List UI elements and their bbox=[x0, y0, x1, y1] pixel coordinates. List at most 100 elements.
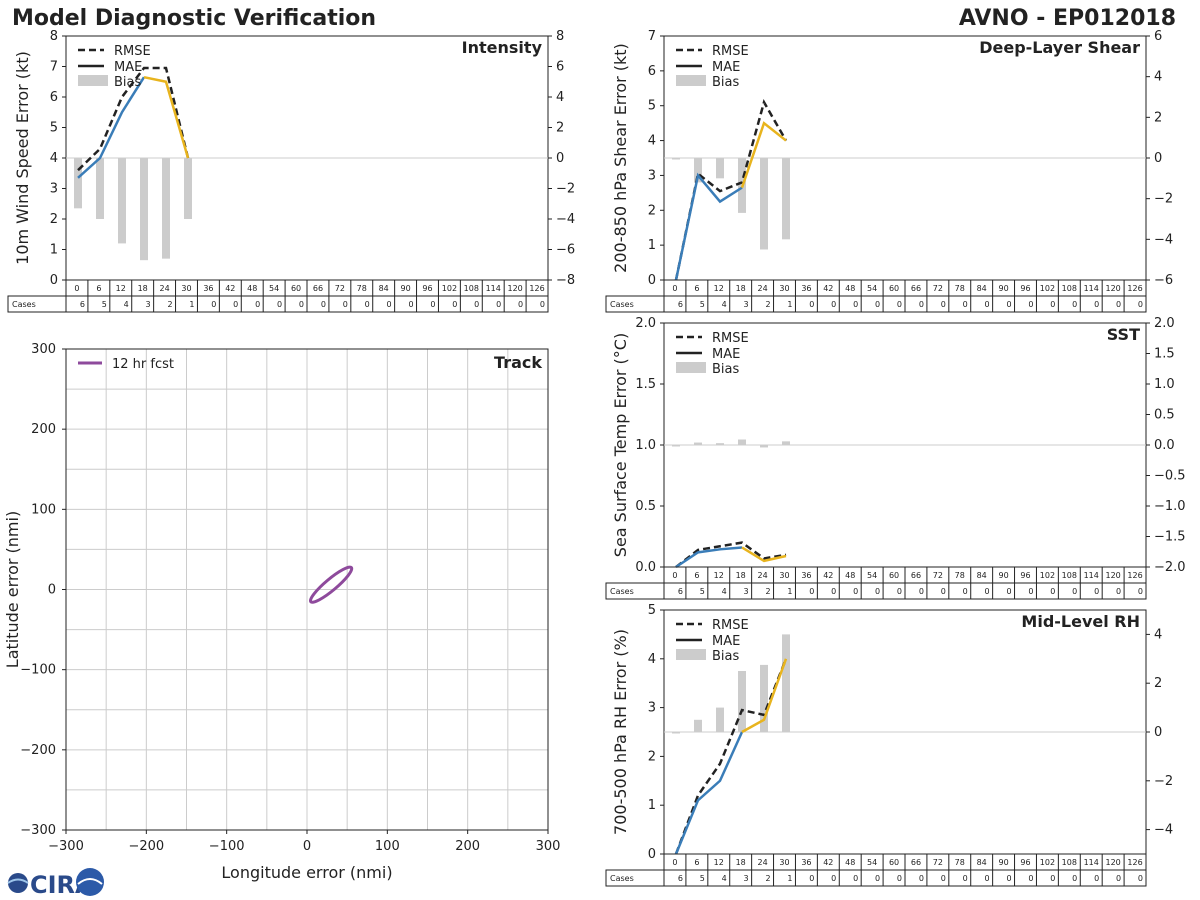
intensity-cases-count: 0 bbox=[299, 300, 304, 309]
intensity-lead-time: 0 bbox=[74, 284, 79, 293]
track-panel: −300 −200 −100 0 100 200 300 −300 −200 −100 0 100 20… bbox=[3, 342, 560, 882]
shear-cases-label: Cases bbox=[610, 300, 634, 309]
rh-cases-count: 2 bbox=[765, 874, 770, 883]
shear-legend-rmse-label: RMSE bbox=[712, 44, 749, 59]
rh-legend-mae-label: MAE bbox=[712, 634, 740, 649]
rh-cases-count: 1 bbox=[787, 874, 792, 883]
sst-y2tick-label: −0.5 bbox=[1154, 469, 1186, 484]
shear-cases-count: 0 bbox=[831, 300, 836, 309]
shear-lead-time: 18 bbox=[736, 284, 746, 293]
intensity-cases-label: Cases bbox=[12, 300, 36, 309]
sst-cases-count: 0 bbox=[1028, 587, 1033, 596]
shear-ytick-label: 0 bbox=[648, 273, 656, 288]
sst-cases-count: 0 bbox=[941, 587, 946, 596]
shear-cases-count: 0 bbox=[1072, 300, 1077, 309]
sst-cases-label-cell bbox=[605, 582, 665, 600]
sst-lead-time: 66 bbox=[911, 571, 921, 580]
sst-ylabel: Sea Surface Temp Error (°C) bbox=[611, 333, 630, 557]
sst-mae-line-late bbox=[741, 546, 787, 563]
cira-logo-badge-wave-icon bbox=[77, 878, 103, 885]
intensity-lead-time: 108 bbox=[464, 284, 479, 293]
shear-cases-count: 0 bbox=[853, 300, 858, 309]
rh-ytick-label: 0 bbox=[648, 847, 656, 862]
sst-ytick-label: 1.5 bbox=[635, 377, 656, 392]
sst-y2tick-label: 0.5 bbox=[1154, 408, 1175, 423]
rh-legend-rmse-label: RMSE bbox=[712, 618, 749, 633]
sst-y2tick-label: 1.5 bbox=[1154, 347, 1175, 362]
intensity-cases-count: 0 bbox=[518, 300, 523, 309]
shear-lead-time: 96 bbox=[1020, 284, 1030, 293]
sst-cases-count: 0 bbox=[897, 587, 902, 596]
sst-lead-time: 102 bbox=[1040, 571, 1055, 580]
shear-lead-time: 108 bbox=[1062, 284, 1077, 293]
track-ytick-label: 100 bbox=[31, 502, 56, 517]
intensity-lead-time: 78 bbox=[357, 284, 367, 293]
sst-cases-count: 0 bbox=[1116, 587, 1121, 596]
intensity-cases-count: 0 bbox=[365, 300, 370, 309]
intensity-cases-count: 0 bbox=[540, 300, 545, 309]
rh-y2tick-label: −4 bbox=[1154, 823, 1173, 838]
shear-lead-time: 126 bbox=[1127, 284, 1142, 293]
cira-logo-badge-icon bbox=[76, 868, 104, 896]
rh-lead-time: 60 bbox=[889, 858, 899, 867]
shear-lead-time: 0 bbox=[672, 284, 677, 293]
shear-lead-time: 30 bbox=[779, 284, 789, 293]
shear-ytick-label: 3 bbox=[648, 168, 656, 183]
track-xtick-label: −200 bbox=[128, 839, 164, 854]
intensity-y2tick-label: 0 bbox=[556, 151, 564, 166]
intensity-cases-count: 5 bbox=[102, 300, 107, 309]
track-xlabel: Longitude error (nmi) bbox=[221, 863, 392, 882]
sst-bias-bar bbox=[672, 445, 680, 447]
sst-legend-bias-swatch bbox=[676, 362, 706, 373]
rh-cases-count: 5 bbox=[700, 874, 705, 883]
intensity-lead-time: 96 bbox=[422, 284, 432, 293]
rh-bias-bar bbox=[716, 707, 724, 732]
intensity-lead-time: 66 bbox=[313, 284, 323, 293]
rh-ytick-label: 4 bbox=[648, 652, 656, 667]
rh-ylabel: 700-500 hPa RH Error (%) bbox=[611, 629, 630, 835]
sst-cases-count: 4 bbox=[722, 587, 727, 596]
intensity-lead-time: 90 bbox=[400, 284, 410, 293]
intensity-lead-time: 18 bbox=[138, 284, 148, 293]
shear-lead-time: 114 bbox=[1084, 284, 1099, 293]
sst-cases-count: 0 bbox=[831, 587, 836, 596]
shear-lead-time: 120 bbox=[1105, 284, 1120, 293]
intensity-bias-bar bbox=[184, 158, 192, 219]
shear-lead-time: 90 bbox=[998, 284, 1008, 293]
intensity-y2tick-label: 6 bbox=[556, 60, 564, 75]
shear-lead-time: 60 bbox=[889, 284, 899, 293]
sst-title: SST bbox=[1107, 325, 1140, 344]
track-xtick-label: 100 bbox=[375, 839, 400, 854]
sst-y2tick-label: −2.0 bbox=[1154, 560, 1186, 575]
sst-cases-count: 6 bbox=[678, 587, 683, 596]
intensity-lead-time: 120 bbox=[507, 284, 522, 293]
shear-ytick-label: 4 bbox=[648, 134, 656, 149]
shear-bias-bar bbox=[760, 158, 768, 250]
rh-rmse-line bbox=[674, 658, 788, 855]
rh-lead-time: 72 bbox=[933, 858, 943, 867]
track-xtick-label: −100 bbox=[209, 839, 245, 854]
intensity-cases-count: 0 bbox=[233, 300, 238, 309]
intensity-ytick-label: 8 bbox=[50, 29, 58, 44]
intensity-cases-count: 4 bbox=[124, 300, 129, 309]
rh-bias-bar bbox=[782, 634, 790, 732]
sst-ytick-label: 0.5 bbox=[635, 499, 656, 514]
rh-lead-time: 24 bbox=[757, 858, 767, 867]
sst-bias-bar bbox=[738, 439, 746, 445]
shear-ytick-label: 1 bbox=[648, 238, 656, 253]
track-xtick-label: −300 bbox=[48, 839, 84, 854]
rh-cases-label-cell bbox=[605, 869, 665, 887]
intensity-cases-count: 0 bbox=[496, 300, 501, 309]
shear-ytick-label: 7 bbox=[648, 29, 656, 44]
rh-bias-bar bbox=[694, 719, 702, 732]
sst-cases-label: Cases bbox=[610, 587, 634, 596]
sst-cases-count: 3 bbox=[744, 587, 749, 596]
rh-lead-time: 66 bbox=[911, 858, 921, 867]
rh-lead-time: 36 bbox=[801, 858, 811, 867]
shear-cases-label-cell bbox=[605, 295, 665, 313]
shear-bias-bar bbox=[672, 158, 680, 160]
rh-cases-count: 0 bbox=[875, 874, 880, 883]
intensity-lead-time: 42 bbox=[225, 284, 235, 293]
